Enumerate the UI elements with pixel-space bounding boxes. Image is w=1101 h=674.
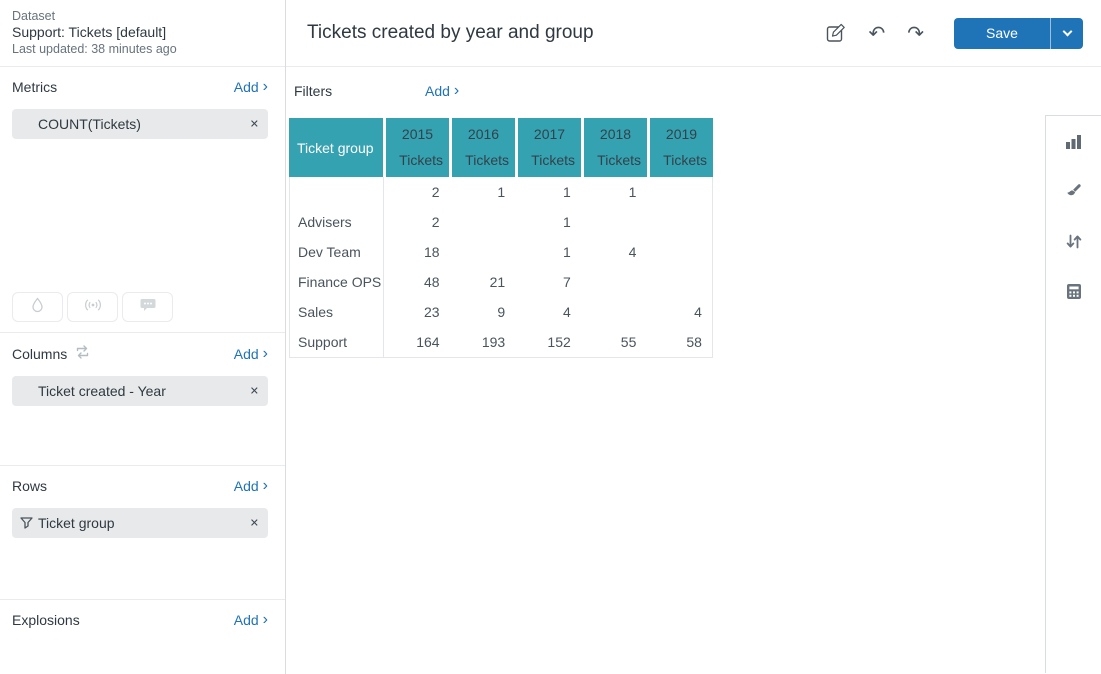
edit-pencil-icon [826,23,846,47]
row-chip-label: Ticket group [38,515,115,531]
query-builder-sidebar: Dataset Support: Tickets [default] Last … [0,0,286,674]
columns-section-label: Columns [12,345,68,362]
column-header-ticket-group[interactable]: Ticket group [289,118,383,177]
rows-section: Rows Add › Ticket group ✕ [0,466,285,600]
column-header-2019[interactable]: 2019 Tickets [650,118,713,177]
chart-style-button[interactable] [1065,183,1082,200]
chevron-down-icon [1062,26,1072,37]
table-row: Advisers 2 1 [290,207,712,237]
undo-icon: ↶ [868,21,886,45]
filters-label: Filters [294,83,333,99]
edit-title-button[interactable] [826,23,846,43]
undo-button[interactable]: ↶ [868,23,885,43]
column-chip-label: Ticket created - Year [38,383,166,399]
chevron-right-icon: › [262,611,268,628]
column-header-2016[interactable]: 2016 Tickets [452,118,515,177]
calculations-button[interactable] [1066,283,1082,300]
sort-arrows-icon [1066,234,1082,254]
explosions-section: Explosions Add › [0,600,285,674]
redo-icon: ↷ [907,21,924,45]
save-button[interactable]: Save [954,17,1051,49]
columns-add-button[interactable]: Add › [233,344,268,362]
paintbrush-icon [1065,184,1082,204]
sort-button[interactable] [1066,233,1082,250]
result-area: Filters Add › Ticket group 2015 Tickets … [286,67,1101,673]
droplet-icon [30,296,45,318]
comment-icon [140,298,156,317]
filter-funnel-icon [20,517,33,529]
rows-add-button[interactable]: Add › [233,477,268,495]
chevron-right-icon: › [453,82,460,99]
broadcast-icon [84,298,102,317]
table-row: 2 1 1 1 [290,177,712,207]
redo-button[interactable]: ↷ [907,23,924,43]
table-row: Dev Team 18 1 4 [290,237,712,267]
remove-column-icon[interactable]: ✕ [249,384,259,398]
bar-chart-icon [1065,135,1082,154]
explosions-add-button[interactable]: Add › [233,611,268,629]
column-chip-ticket-created-year[interactable]: Ticket created - Year ✕ [12,376,268,406]
explosions-section-label: Explosions [12,612,80,628]
column-header-2018[interactable]: 2018 Tickets [584,118,647,177]
forecast-tool-button[interactable] [67,292,118,322]
table-row: Sales 23 9 4 4 [290,297,712,327]
column-header-2015[interactable]: 2015 Tickets [386,118,449,177]
metric-chip-label: COUNT(Tickets) [38,116,141,132]
rows-section-label: Rows [12,478,48,494]
row-chip-ticket-group[interactable]: Ticket group ✕ [12,508,268,538]
metric-chip-count-tickets[interactable]: COUNT(Tickets) ✕ [12,109,268,139]
annotation-tool-button[interactable] [122,292,173,322]
metrics-add-button[interactable]: Add › [233,78,268,96]
metrics-section: Metrics Add › COUNT(Tickets) ✕ [0,67,285,333]
columns-section: Columns Add › Ticket created - Year ✕ [0,333,285,466]
table-row: Finance OPS 48 21 7 [290,267,712,297]
chevron-right-icon: › [262,477,268,494]
chart-type-button[interactable] [1065,133,1082,150]
dataset-last-updated: Last updated: 38 minutes ago [12,42,177,56]
dataset-label: Dataset [12,9,56,23]
visualization-toolbar [1045,115,1101,673]
metric-tool-row [12,292,173,322]
filters-bar: Filters Add › [286,67,1101,115]
pivot-table: Ticket group 2015 Tickets 2016 Tickets 2… [289,118,713,358]
filters-add-button[interactable]: Add › [425,82,460,100]
metrics-section-label: Metrics [12,79,58,95]
remove-metric-icon[interactable]: ✕ [249,117,259,131]
pivot-table-body: 2 1 1 1 Advisers 2 1 Dev Team 18 [289,177,713,358]
table-row: Support 164 193 152 55 58 [290,327,712,357]
query-header: Tickets created by year and group ↶ ↷ Sa… [286,0,1101,67]
remove-row-icon[interactable]: ✕ [249,516,259,530]
page-title: Tickets created by year and group [307,22,594,43]
save-dropdown-button[interactable] [1051,18,1083,49]
main-area: Tickets created by year and group ↶ ↷ Sa… [286,0,1101,674]
column-header-2017[interactable]: 2017 Tickets [518,118,581,177]
color-tool-button[interactable] [12,292,63,322]
save-split-button: Save [954,17,1083,49]
dataset-name: Support: Tickets [default] [12,24,167,40]
dataset-info: Dataset Support: Tickets [default] Last … [0,0,285,67]
pivot-table-header: Ticket group 2015 Tickets 2016 Tickets 2… [289,118,713,177]
swap-axes-icon[interactable] [75,345,90,362]
chevron-right-icon: › [262,344,268,362]
calculator-icon [1066,284,1082,304]
chevron-right-icon: › [262,78,268,95]
